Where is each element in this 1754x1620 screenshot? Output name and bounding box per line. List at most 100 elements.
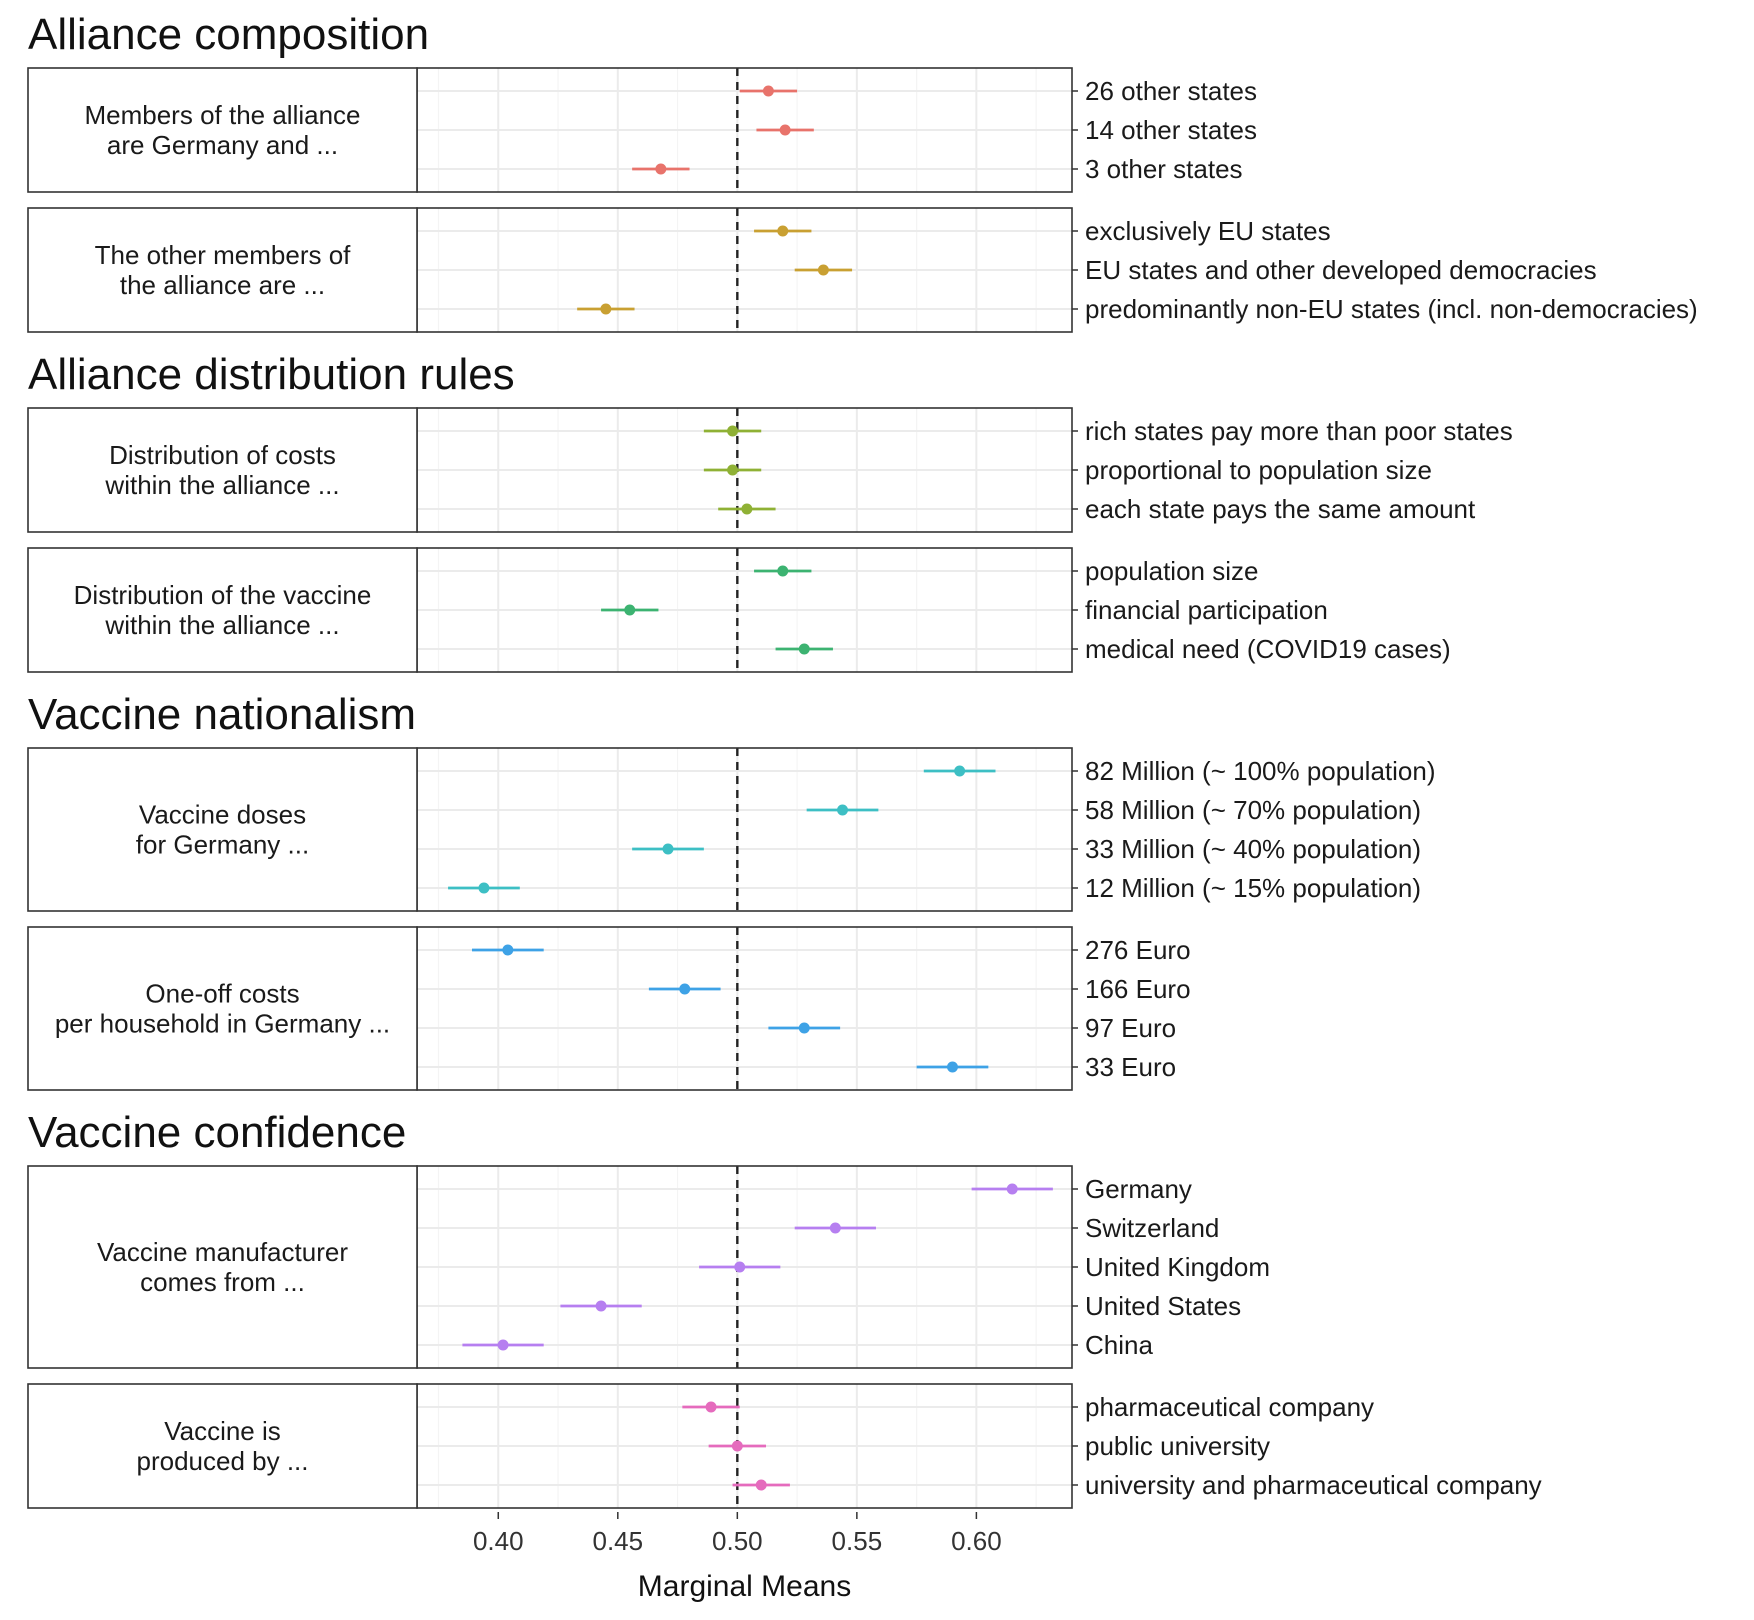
facet-panel: 82 Million (~ 100% population) 58 Million… xyxy=(27,747,1436,912)
level-label: 166 Euro xyxy=(1085,974,1191,1004)
level-label: financial participation xyxy=(1085,595,1328,625)
level-label: Germany xyxy=(1085,1174,1192,1204)
facet-label-box xyxy=(27,67,418,193)
level-label: 33 Million (~ 40% population) xyxy=(1085,834,1421,864)
x-tick-label: 0.50 xyxy=(712,1526,763,1556)
facet-label-box xyxy=(27,926,418,1091)
facet-panel: exclusively EU states EU states and other… xyxy=(27,207,1698,333)
level-label: 26 other states xyxy=(1085,76,1257,106)
level-label: 276 Euro xyxy=(1085,935,1191,965)
level-label: medical need (COVID19 cases) xyxy=(1085,634,1451,664)
facet-label: Vaccine manufacturer xyxy=(97,1237,348,1267)
facet-label: the alliance are ... xyxy=(120,270,325,300)
point-estimate xyxy=(727,425,739,437)
facet-panel: pharmaceutical company public university u… xyxy=(27,1383,1542,1509)
facet-panel: 26 other states 14 other states 3 other st… xyxy=(27,67,1257,193)
facet-label: per household in Germany ... xyxy=(55,1009,390,1039)
x-tick-label: 0.55 xyxy=(832,1526,883,1556)
x-axis-title: Marginal Means xyxy=(638,1570,851,1603)
level-label: EU states and other developed democracie… xyxy=(1085,255,1597,285)
facet-label: One-off costs xyxy=(145,979,299,1009)
level-label: pharmaceutical company xyxy=(1085,1392,1374,1422)
facet-label-box xyxy=(27,1165,418,1369)
point-estimate xyxy=(497,1339,509,1351)
point-estimate xyxy=(734,1261,746,1273)
point-estimate xyxy=(731,1440,743,1452)
point-estimate xyxy=(741,503,753,515)
facet-label-box xyxy=(27,407,418,533)
facet-label: Members of the alliance xyxy=(84,100,360,130)
facet-label-box xyxy=(27,747,418,912)
point-estimate xyxy=(600,303,612,315)
level-label: population size xyxy=(1085,556,1258,586)
point-estimate xyxy=(798,643,810,655)
facet-label: Distribution of costs xyxy=(109,440,336,470)
x-tick-label: 0.45 xyxy=(592,1526,643,1556)
level-label: 82 Million (~ 100% population) xyxy=(1085,756,1436,786)
facet-label: Vaccine is xyxy=(164,1416,281,1446)
facet-label: are Germany and ... xyxy=(107,130,338,160)
point-estimate xyxy=(595,1300,607,1312)
point-estimate xyxy=(655,163,667,175)
facet-label-box xyxy=(27,1383,418,1509)
point-estimate xyxy=(954,765,966,777)
point-estimate xyxy=(755,1479,767,1491)
point-estimate xyxy=(679,983,691,995)
point-estimate xyxy=(502,944,514,956)
level-label: rich states pay more than poor states xyxy=(1085,416,1513,446)
point-estimate xyxy=(798,1022,810,1034)
point-estimate xyxy=(662,843,674,855)
level-label: university and pharmaceutical company xyxy=(1085,1470,1542,1500)
section: Alliance composition 26 other states 14 ot… xyxy=(27,10,1698,333)
facet-label: produced by ... xyxy=(137,1446,309,1476)
facet-label: comes from ... xyxy=(140,1267,305,1297)
level-label: United States xyxy=(1085,1291,1241,1321)
point-estimate xyxy=(779,124,791,136)
facet-label-box xyxy=(27,547,418,673)
level-label: exclusively EU states xyxy=(1085,216,1331,246)
facet-panel: Germany Switzerland United Kingdom United S… xyxy=(27,1165,1270,1369)
section-title: Vaccine confidence xyxy=(28,1108,406,1157)
point-estimate xyxy=(777,565,789,577)
point-estimate xyxy=(705,1401,717,1413)
point-estimate xyxy=(829,1222,841,1234)
point-estimate xyxy=(777,225,789,237)
facet-panel: 276 Euro 166 Euro 97 Euro 33 Euro One-off co… xyxy=(27,926,1191,1091)
facet-label: for Germany ... xyxy=(136,830,309,860)
level-label: Switzerland xyxy=(1085,1213,1219,1243)
point-estimate xyxy=(817,264,829,276)
point-estimate xyxy=(624,604,636,616)
facet-panel: population size financial participation me… xyxy=(27,547,1451,673)
point-estimate xyxy=(1006,1183,1018,1195)
level-label: 33 Euro xyxy=(1085,1052,1176,1082)
level-label: 12 Million (~ 15% population) xyxy=(1085,873,1421,903)
x-tick-label: 0.60 xyxy=(951,1526,1002,1556)
point-estimate xyxy=(478,882,490,894)
level-label: 58 Million (~ 70% population) xyxy=(1085,795,1421,825)
facet-panel: rich states pay more than poor states pro… xyxy=(27,407,1513,533)
x-tick-label: 0.40 xyxy=(473,1526,524,1556)
level-label: proportional to population size xyxy=(1085,455,1432,485)
section-title: Vaccine nationalism xyxy=(28,690,416,739)
level-label: predominantly non-EU states (incl. non-d… xyxy=(1085,294,1698,324)
section: Vaccine nationalism 82 Million (~ 100% po… xyxy=(27,690,1436,1091)
facet-label: Vaccine doses xyxy=(139,800,306,830)
level-label: 14 other states xyxy=(1085,115,1257,145)
level-label: China xyxy=(1085,1330,1153,1360)
facet-label: within the alliance ... xyxy=(104,470,339,500)
facet-label: Distribution of the vaccine xyxy=(74,580,372,610)
level-label: 3 other states xyxy=(1085,154,1243,184)
facet-label: The other members of xyxy=(95,240,352,270)
facet-label: within the alliance ... xyxy=(104,610,339,640)
facet-label-box xyxy=(27,207,418,333)
point-estimate xyxy=(837,804,849,816)
level-label: 97 Euro xyxy=(1085,1013,1176,1043)
point-estimate xyxy=(762,85,774,97)
level-label: public university xyxy=(1085,1431,1270,1461)
section: Vaccine confidence Germany Switzerland Unit… xyxy=(27,1108,1542,1509)
level-label: United Kingdom xyxy=(1085,1252,1270,1282)
section: Alliance distribution rules rich states p… xyxy=(27,350,1513,673)
level-label: each state pays the same amount xyxy=(1085,494,1476,524)
x-axis: 0.40 0.45 0.50 0.55 0.60 Marginal Means xyxy=(473,1512,1002,1603)
